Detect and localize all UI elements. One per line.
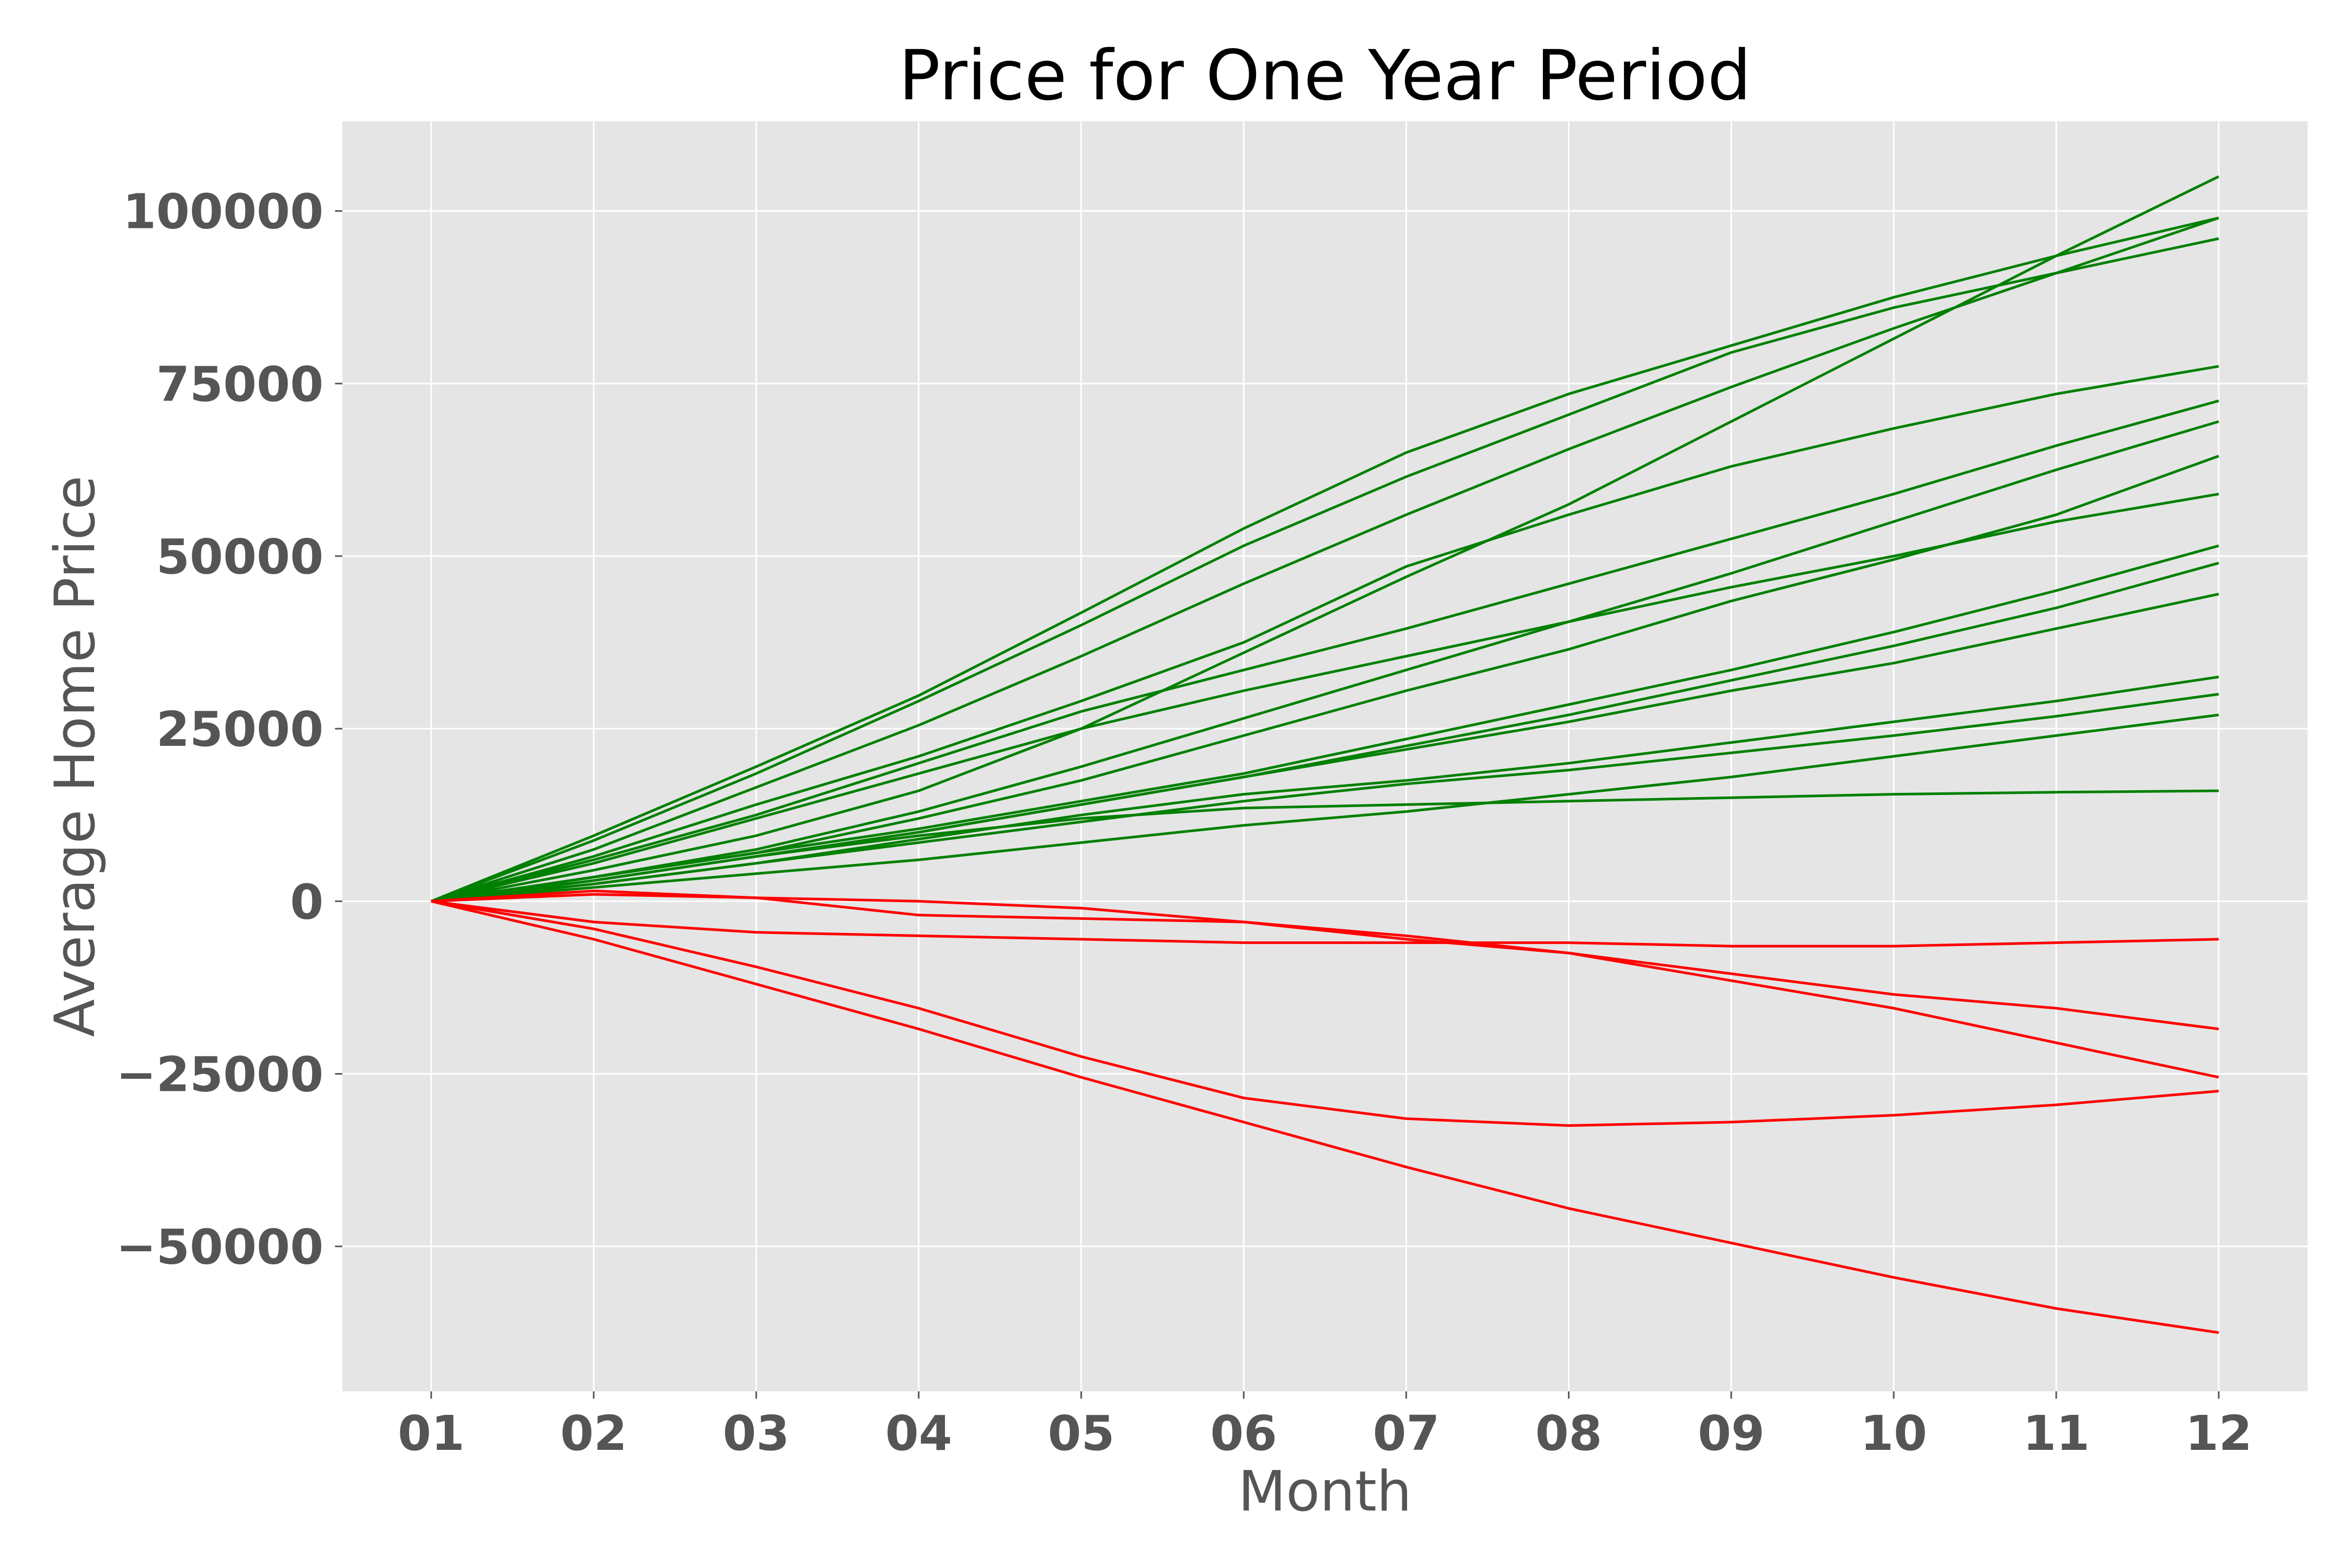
x-axis-label: Month (1238, 1459, 1412, 1524)
chart-title: Price for One Year Period (898, 36, 1751, 116)
x-tick-label: 06 (1210, 1405, 1277, 1461)
series-line-2 (431, 237, 2219, 903)
x-tick-label: 07 (1373, 1405, 1439, 1461)
y-axis-label: Average Home Price (43, 476, 107, 1037)
series-line-10 (431, 544, 2219, 903)
x-tick-label: 02 (560, 1405, 627, 1461)
x-tick-label: 01 (398, 1405, 465, 1461)
series-line-20 (431, 900, 2219, 1127)
x-tick-label: 08 (1535, 1405, 1602, 1461)
x-tick-label: 12 (2185, 1405, 2252, 1461)
y-tick-label: 25000 (156, 701, 324, 757)
series-lines (431, 175, 2220, 1334)
series-line-8 (431, 492, 2219, 903)
series-line-4 (431, 175, 2220, 903)
x-tick-label: 09 (1698, 1405, 1765, 1461)
y-tick-label: 50000 (156, 529, 324, 585)
series-line-3 (431, 216, 2219, 903)
y-tick-label: 75000 (156, 356, 324, 412)
y-tick-label: 0 (290, 874, 324, 930)
series-line-7 (431, 420, 2219, 903)
y-tick-label: −50000 (116, 1219, 324, 1275)
y-tick-label: −25000 (116, 1047, 324, 1103)
series-line-5 (431, 365, 2219, 903)
series-line-6 (431, 399, 2219, 903)
series-line-16 (431, 789, 2219, 903)
y-axis-ticks: 100000 75000 50000 25000 0 −25000 −50000 (116, 184, 342, 1275)
series-line-15 (431, 713, 2219, 903)
x-tick-label: 03 (723, 1405, 790, 1461)
series-line-19 (431, 900, 2219, 948)
x-tick-label: 05 (1048, 1405, 1115, 1461)
series-line-21 (431, 900, 2219, 1334)
series-line-18 (431, 893, 2219, 1031)
series-line-1 (431, 216, 2219, 903)
x-tick-label: 04 (885, 1405, 952, 1461)
series-line-14 (431, 693, 2219, 903)
x-axis-ticks: 01 02 03 04 05 06 07 08 09 10 11 12 (398, 1391, 2252, 1461)
y-tick-label: 100000 (123, 184, 324, 240)
x-tick-label: 10 (1860, 1405, 1927, 1461)
x-tick-label: 11 (2023, 1405, 2090, 1461)
grid-lines (342, 121, 2308, 1391)
